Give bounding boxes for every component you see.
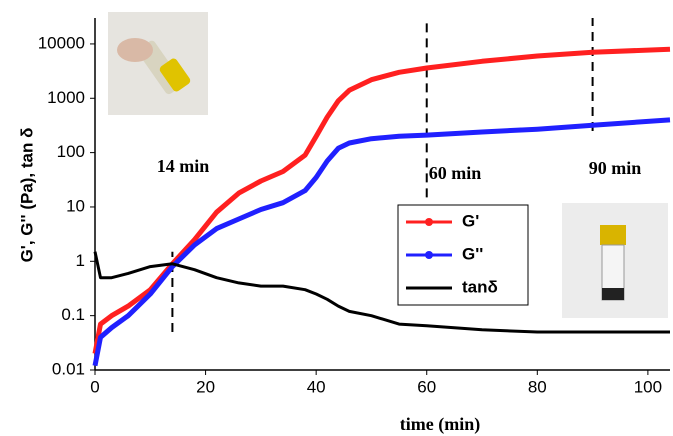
y-tick-label: 1: [76, 251, 85, 270]
annotation-label: 90 min: [589, 158, 642, 178]
y-tick-label: 10: [66, 196, 85, 215]
legend-marker: [425, 218, 433, 226]
x-axis-label: time (min): [400, 414, 480, 435]
x-tick-label: 20: [196, 377, 215, 396]
annotation-label: 14 min: [157, 156, 210, 176]
legend-label: G'': [462, 244, 483, 263]
inset-photo-vial: [108, 12, 208, 115]
y-tick-label: 100: [57, 142, 85, 161]
legend-label: G': [462, 211, 479, 230]
legend-label: tanδ: [462, 277, 498, 296]
x-tick-label: 60: [417, 377, 436, 396]
legend-marker: [425, 251, 433, 259]
annotation-label: 60 min: [429, 163, 482, 183]
x-tick-label: 80: [528, 377, 547, 396]
x-tick-label: 40: [307, 377, 326, 396]
y-tick-label: 1000: [47, 88, 85, 107]
chart: G', G'' (Pa), tan δ time (min) 0.01 0.1 1 1…: [0, 0, 673, 436]
inset-photo-gel: [562, 203, 668, 318]
y-axis-label: G', G'' (Pa), tan δ: [17, 128, 36, 263]
x-tick-label: 100: [634, 377, 662, 396]
legend: G' G'' tanδ: [398, 205, 528, 305]
y-tick-label: 0.1: [61, 305, 85, 324]
x-tick-label: 0: [90, 377, 99, 396]
y-tick-label: 0.01: [52, 359, 85, 378]
y-tick-label: 10000: [38, 33, 85, 52]
